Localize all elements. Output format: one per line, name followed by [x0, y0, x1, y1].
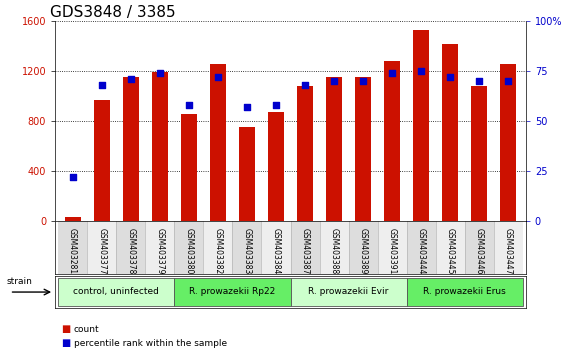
- Text: GDS3848 / 3385: GDS3848 / 3385: [51, 5, 176, 20]
- Point: [155, 70, 164, 76]
- Bar: [94, 100, 110, 221]
- Bar: [494, 221, 523, 274]
- Bar: [290, 278, 407, 306]
- Text: ■: ■: [61, 324, 70, 334]
- Bar: [87, 221, 116, 274]
- Text: GSM403388: GSM403388: [329, 228, 339, 274]
- Bar: [436, 221, 465, 274]
- Text: GSM403444: GSM403444: [417, 228, 426, 274]
- Text: GSM403380: GSM403380: [184, 228, 193, 274]
- Text: GSM403379: GSM403379: [155, 228, 164, 274]
- Bar: [355, 78, 371, 221]
- Bar: [123, 78, 139, 221]
- Bar: [232, 221, 261, 274]
- Bar: [384, 61, 400, 221]
- Bar: [268, 113, 284, 221]
- Text: strain: strain: [7, 277, 33, 286]
- Point: [475, 79, 484, 84]
- Bar: [290, 221, 320, 274]
- Text: GSM403377: GSM403377: [97, 228, 106, 274]
- Text: GSM403384: GSM403384: [271, 228, 281, 274]
- Bar: [261, 221, 290, 274]
- Bar: [210, 64, 226, 221]
- Point: [358, 79, 368, 84]
- Text: R. prowazekii Rp22: R. prowazekii Rp22: [189, 287, 275, 296]
- Text: GSM403389: GSM403389: [358, 228, 368, 274]
- Text: GSM403281: GSM403281: [68, 228, 77, 274]
- Text: GSM403447: GSM403447: [504, 228, 513, 274]
- Point: [504, 79, 513, 84]
- Bar: [500, 64, 517, 221]
- Point: [417, 68, 426, 74]
- Bar: [174, 221, 203, 274]
- Bar: [174, 278, 290, 306]
- Bar: [58, 278, 174, 306]
- Bar: [152, 73, 168, 221]
- Bar: [407, 278, 523, 306]
- Point: [388, 70, 397, 76]
- Bar: [465, 221, 494, 274]
- Bar: [297, 86, 313, 221]
- Point: [68, 175, 77, 180]
- Text: GSM403446: GSM403446: [475, 228, 484, 274]
- Bar: [145, 221, 174, 274]
- Bar: [326, 78, 342, 221]
- Bar: [349, 221, 378, 274]
- Text: GSM403382: GSM403382: [213, 228, 223, 274]
- Bar: [64, 217, 81, 221]
- Bar: [442, 44, 458, 221]
- Bar: [203, 221, 232, 274]
- Bar: [181, 114, 197, 221]
- Bar: [239, 127, 255, 221]
- Bar: [378, 221, 407, 274]
- Text: R. prowazekii Erus: R. prowazekii Erus: [424, 287, 506, 296]
- Bar: [413, 30, 429, 221]
- Bar: [58, 221, 87, 274]
- Bar: [471, 86, 487, 221]
- Text: GSM403445: GSM403445: [446, 228, 455, 274]
- Text: GSM403378: GSM403378: [126, 228, 135, 274]
- Text: GSM403387: GSM403387: [300, 228, 310, 274]
- Point: [184, 102, 193, 108]
- Bar: [116, 221, 145, 274]
- Point: [97, 82, 106, 88]
- Text: GSM403391: GSM403391: [388, 228, 397, 274]
- Text: control, uninfected: control, uninfected: [73, 287, 159, 296]
- Point: [242, 104, 252, 110]
- Point: [300, 82, 310, 88]
- Text: ■: ■: [61, 338, 70, 348]
- Point: [126, 76, 135, 82]
- Point: [213, 74, 223, 80]
- Text: R. prowazekii Evir: R. prowazekii Evir: [309, 287, 389, 296]
- Bar: [407, 221, 436, 274]
- Text: count: count: [74, 325, 99, 334]
- Point: [329, 79, 339, 84]
- Point: [446, 74, 455, 80]
- Bar: [320, 221, 349, 274]
- Text: percentile rank within the sample: percentile rank within the sample: [74, 339, 227, 348]
- Text: GSM403383: GSM403383: [242, 228, 252, 274]
- Point: [271, 102, 281, 108]
